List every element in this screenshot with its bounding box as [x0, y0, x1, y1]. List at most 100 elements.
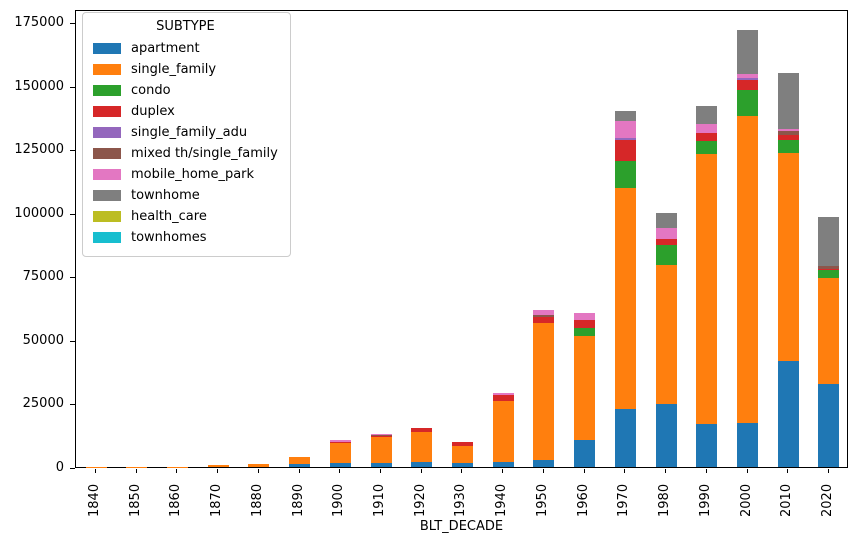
bar-segment-mobile_home_park [696, 123, 718, 133]
bar-segment-townhome [777, 73, 799, 129]
bar-2000 [737, 30, 759, 467]
legend-label: health_care [131, 209, 207, 224]
legend-item-apartment: apartment [93, 38, 278, 59]
bar-segment-duplex [696, 132, 718, 141]
legend-label: apartment [131, 41, 200, 56]
bar-segment-duplex [451, 442, 473, 447]
legend-item-townhomes: townhomes [93, 227, 278, 248]
legend-item-condo: condo [93, 80, 278, 101]
bar-segment-mobile_home_park [492, 392, 514, 395]
x-tick-mark [380, 469, 382, 473]
bar-segment-single_family [574, 336, 596, 441]
y-tick-mark [70, 213, 75, 215]
x-tick-mark [542, 469, 544, 473]
bar-segment-mobile_home_park [329, 440, 351, 443]
bar-1990 [696, 106, 718, 467]
bar-segment-single_family_adu [737, 78, 759, 81]
x-tick-mark [583, 469, 585, 473]
x-tick-mark [705, 469, 707, 473]
legend-item-mobile-home-park: mobile_home_park [93, 164, 278, 185]
bar-segment-mobile_home_park [777, 128, 799, 131]
x-tick-mark [135, 469, 137, 473]
bar-1890 [289, 457, 311, 467]
bar-segment-mobile_home_park [533, 310, 555, 316]
legend-label: townhome [131, 188, 200, 203]
legend: SUBTYPE apartment single_family condo duple… [82, 12, 291, 257]
bar-segment-single_family [85, 466, 107, 467]
bar-1930 [451, 442, 473, 467]
legend-swatch-icon [93, 211, 121, 222]
bar-segment-mobile_home_park [737, 74, 759, 79]
bar-1980 [655, 212, 677, 467]
x-tick-mark [787, 469, 789, 473]
bar-segment-townhome [655, 212, 677, 228]
bar-segment-apartment [737, 423, 759, 467]
x-tick-label: 1840 [87, 483, 102, 517]
legend-swatch-icon [93, 169, 121, 180]
bar-1880 [248, 463, 270, 467]
x-axis-label: BLT_DECADE [419, 519, 504, 534]
x-tick-label: 1910 [372, 483, 388, 517]
y-tick-mark [70, 404, 75, 406]
x-tick-label: 1990 [697, 483, 713, 517]
legend-swatch-icon [93, 127, 121, 138]
y-tick-label: 100000 [14, 205, 64, 221]
bar-segment-apartment [533, 459, 555, 467]
x-tick-label: 1870 [209, 483, 225, 517]
legend-label: townhomes [131, 230, 207, 245]
bar-1920 [411, 428, 433, 467]
bar-segment-apartment [574, 440, 596, 467]
bar-segment-single_family [207, 465, 229, 467]
bar-segment-single_family [411, 432, 433, 462]
y-tick-label: 125000 [14, 142, 64, 158]
bar-segment-duplex [329, 442, 351, 444]
x-tick-mark [217, 469, 219, 473]
x-tick-label: 2010 [779, 483, 795, 517]
y-tick-label: 150000 [14, 78, 64, 94]
bar-segment-condo [574, 328, 596, 337]
bar-segment-apartment [777, 360, 799, 467]
x-tick-mark [176, 469, 178, 473]
legend-item-townhome: townhome [93, 185, 278, 206]
bar-segment-apartment [370, 462, 392, 467]
x-tick-label: 1960 [575, 483, 591, 517]
bar-segment-apartment [289, 464, 311, 467]
bar-1970 [614, 111, 636, 467]
legend-label: mixed th/single_family [131, 146, 278, 161]
bar-segment-townhome [614, 111, 636, 121]
legend-swatch-icon [93, 148, 121, 159]
bar-segment-duplex [411, 428, 433, 433]
x-tick-mark [827, 469, 829, 473]
bar-1940 [492, 392, 514, 467]
bar-segment-single_family [777, 153, 799, 361]
bar-segment-single_family [329, 443, 351, 463]
bar-segment-single_family [126, 466, 148, 467]
bar-1910 [370, 433, 392, 467]
legend-item-single-family: single_family [93, 59, 278, 80]
bar-2010 [777, 73, 799, 467]
x-tick-mark [95, 469, 96, 473]
bar-segment-condo [818, 269, 840, 279]
bar-segment-single_family [370, 436, 392, 463]
y-tick-label: 50000 [22, 332, 64, 348]
legend-item-mixed-th-single-family: mixed th/single_family [93, 143, 278, 164]
bar-2020 [818, 216, 840, 467]
legend-swatch-icon [93, 43, 121, 54]
bar-segment-condo [777, 140, 799, 154]
x-tick-label: 1950 [534, 483, 550, 517]
y-tick-mark [70, 86, 75, 88]
bar-segment-single_family [166, 466, 188, 467]
bar-segment-single_family [533, 323, 555, 460]
legend-label: single_family [131, 62, 217, 77]
y-tick-mark [70, 277, 75, 279]
bar-segment-mobile_home_park [574, 312, 596, 320]
bar-segment-townhome [737, 30, 759, 75]
bar-segment-single_family [737, 115, 759, 424]
x-tick-label: 1880 [249, 483, 265, 517]
y-tick-label: 175000 [14, 15, 64, 30]
x-tick-label: 1860 [168, 483, 184, 517]
bar-segment-apartment [411, 461, 433, 467]
bar-segment-single_family [451, 446, 473, 464]
bar-segment-apartment [492, 462, 514, 467]
